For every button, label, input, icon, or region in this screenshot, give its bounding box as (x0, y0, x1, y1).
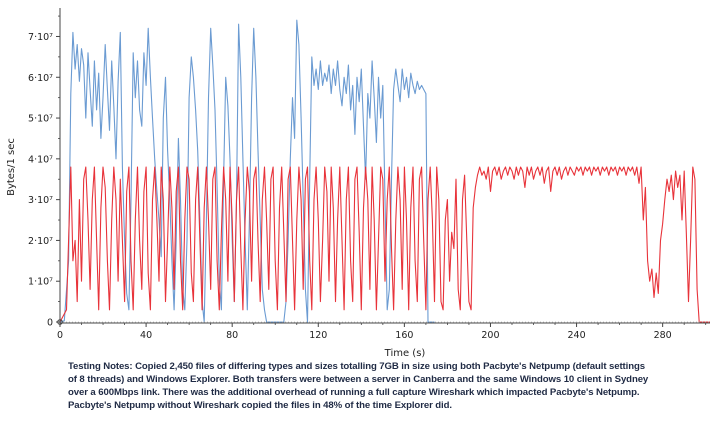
y-tick-label: 6·10⁷ (28, 73, 53, 84)
series-layer (59, 19, 710, 323)
y-tick-label: 3·10⁷ (28, 195, 53, 206)
y-tick-label: 1·10⁷ (28, 277, 53, 288)
notes-line: Testing Notes: Copied 2,450 files of dif… (68, 361, 645, 372)
series-line-1 (59, 166, 710, 323)
x-tick-label: 120 (309, 330, 327, 341)
y-tick-label: 4·10⁷ (28, 154, 53, 165)
axes-layer (56, 8, 710, 327)
y-tick-label: 2·10⁷ (28, 236, 53, 247)
notes-line: over a 600Mbps link. There was the addit… (68, 387, 640, 398)
y-tick-label: 5·10⁷ (28, 114, 53, 125)
x-tick-label: 240 (567, 330, 585, 341)
x-tick-label: 0 (57, 330, 63, 341)
x-tick-label: 80 (226, 330, 238, 341)
x-tick-label: 280 (654, 330, 672, 341)
y-axis-title: Bytes/1 sec (6, 138, 17, 196)
x-tick-label: 40 (140, 330, 152, 341)
labels-layer: 0 1·10⁷ 2·10⁷ 3·10⁷ 4·10⁷ 5·10⁷ 6·10⁷ 7·10⁷ 0 40 8… (6, 32, 672, 359)
y-tick-label: 0 (47, 318, 53, 329)
throughput-chart: 0 1·10⁷ 2·10⁷ 3·10⁷ 4·10⁷ 5·10⁷ 6·10⁷ 7·10⁷ 0 40 8… (6, 8, 710, 359)
x-tick-label: 200 (481, 330, 499, 341)
y-tick-label: 7·10⁷ (28, 32, 53, 43)
testing-notes: Testing Notes: Copied 2,450 files of dif… (68, 360, 704, 412)
notes-line: of 8 threads) and Windows Explorer. Both… (68, 374, 649, 385)
x-axis-title: Time (s) (384, 348, 426, 359)
x-tick-label: 160 (395, 330, 413, 341)
notes-line: Pacbyte's Netpump without Wireshark copi… (68, 400, 452, 411)
chart-svg: 0 1·10⁷ 2·10⁷ 3·10⁷ 4·10⁷ 5·10⁷ 6·10⁷ 7·10⁷ 0 40 8… (6, 8, 710, 359)
